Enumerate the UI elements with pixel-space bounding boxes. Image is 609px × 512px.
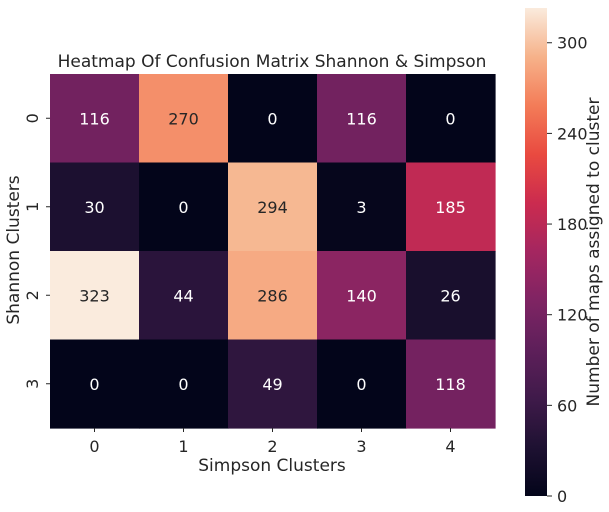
heatmap-cell: [50, 74, 140, 164]
cell-value-label: 0: [89, 375, 99, 394]
x-tick-label: 0: [89, 437, 99, 456]
colorbar-tick-label: 240: [557, 124, 588, 143]
y-tick-labels: 0 1 2 3: [23, 113, 50, 389]
y-tick-label: 3: [23, 379, 42, 389]
colorbar-tick-label: 60: [557, 396, 577, 415]
cell-value-label: 0: [178, 375, 188, 394]
heatmap-cells: 116 270 0 116 0 30 0 294 3 185 323 44 286 140 26 0 0 49 0 1…: [50, 74, 496, 429]
chart-title: Heatmap Of Confusion Matrix Shannon & Si…: [58, 52, 487, 72]
heatmap-cell: [139, 339, 229, 429]
cell-value-label: 270: [168, 109, 199, 128]
cell-value-label: 294: [257, 198, 288, 217]
heatmap-cell: [50, 162, 140, 252]
heatmap-cell: [317, 162, 407, 252]
heatmap-cell: [406, 162, 496, 252]
heatmap-cell: [139, 74, 229, 164]
heatmap-cell: [139, 162, 229, 252]
heatmap-cell: [50, 339, 140, 429]
cell-value-label: 3: [356, 198, 366, 217]
cell-value-label: 286: [257, 286, 288, 305]
cell-value-label: 26: [440, 286, 460, 305]
cell-value-label: 44: [173, 286, 193, 305]
heatmap-cell: [228, 251, 318, 341]
y-tick-label: 0: [23, 113, 42, 123]
heatmap-cell: [228, 162, 318, 252]
colorbar-tick-label: 180: [557, 215, 588, 234]
heatmap-cell: [228, 339, 318, 429]
cell-value-label: 30: [84, 198, 104, 217]
cell-value-label: 185: [435, 198, 466, 217]
cell-value-label: 323: [79, 286, 110, 305]
x-tick-label: 1: [178, 437, 188, 456]
colorbar-tick-label: 120: [557, 306, 588, 325]
y-tick-label: 1: [23, 202, 42, 212]
colorbar-label: Number of maps assigned to cluster: [584, 98, 604, 407]
colorbar: [525, 8, 547, 496]
heatmap-cell: [139, 251, 229, 341]
x-tick-label: 3: [356, 437, 366, 456]
y-axis-label: Shannon Clusters: [4, 175, 24, 324]
heatmap-cell: [406, 251, 496, 341]
x-tick-labels: 0 1 2 3 4: [89, 428, 456, 456]
heatmap-cell: [406, 74, 496, 164]
y-tick-label: 2: [23, 290, 42, 300]
cell-value-label: 0: [267, 109, 277, 128]
cell-value-label: 0: [445, 109, 455, 128]
cell-value-label: 0: [178, 198, 188, 217]
heatmap-cell: [317, 339, 407, 429]
heatmap-cell: [317, 74, 407, 164]
cell-value-label: 116: [346, 109, 377, 128]
heatmap-cell: [317, 251, 407, 341]
colorbar-tick-label: 300: [557, 34, 588, 53]
x-axis-label: Simpson Clusters: [198, 456, 346, 476]
heatmap-cell: [406, 339, 496, 429]
colorbar-ticks: 0 60 120 180 240 300: [547, 34, 588, 506]
x-tick-label: 4: [445, 437, 455, 456]
heatmap-cell: [228, 74, 318, 164]
cell-value-label: 0: [356, 375, 366, 394]
cell-value-label: 49: [262, 375, 282, 394]
cell-value-label: 116: [79, 109, 110, 128]
cell-value-label: 140: [346, 286, 377, 305]
heatmap-cell: [50, 251, 140, 341]
colorbar-tick-label: 0: [557, 487, 567, 506]
x-tick-label: 2: [267, 437, 277, 456]
cell-value-label: 118: [435, 375, 466, 394]
